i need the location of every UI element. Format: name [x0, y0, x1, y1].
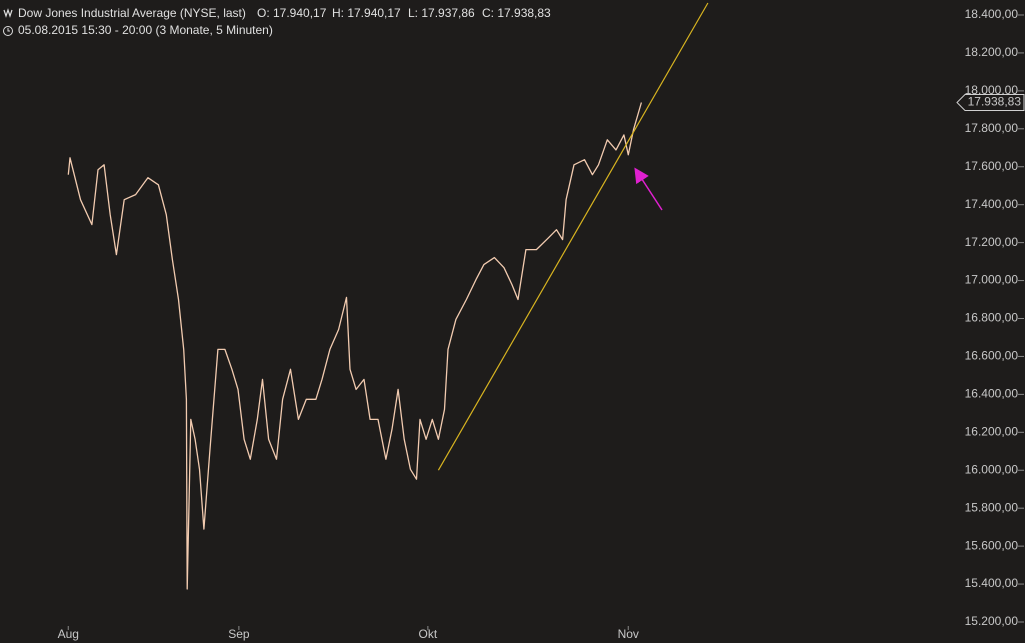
y-tick-label: 15.400,00 — [965, 576, 1019, 590]
annotation-arrow — [634, 167, 663, 211]
y-tick-label: 16.600,00 — [965, 349, 1019, 363]
title: Dow Jones Industrial Average (NYSE, last… — [18, 6, 246, 20]
y-tick-label: 15.800,00 — [965, 500, 1019, 514]
high: H: 17.940,17 — [332, 6, 401, 20]
x-tick-label: Sep — [228, 627, 250, 641]
y-tick-label: 16.000,00 — [965, 462, 1019, 476]
y-tick-label: 16.200,00 — [965, 424, 1019, 438]
y-tick-label: 18.000,00 — [965, 83, 1019, 97]
clock-icon — [3, 26, 13, 36]
open: O: 17.940,17 — [257, 6, 327, 20]
y-tick-label: 17.400,00 — [965, 197, 1019, 211]
x-tick-label: Aug — [58, 627, 79, 641]
y-tick-label: 16.400,00 — [965, 387, 1019, 401]
y-tick-label: 17.800,00 — [965, 121, 1019, 135]
y-tick-label: 17.200,00 — [965, 235, 1019, 249]
last-price-label: 17.938,83 — [968, 95, 1022, 109]
low: L: 17.937,86 — [408, 6, 475, 20]
y-tick-label: 18.200,00 — [965, 45, 1019, 59]
y-tick-label: 17.000,00 — [965, 273, 1019, 287]
y-tick-label: 15.600,00 — [965, 538, 1019, 552]
x-tick-label: Nov — [618, 627, 639, 641]
price-line — [67, 102, 643, 590]
last-price-tag — [956, 93, 1025, 111]
chart-icon — [3, 8, 13, 18]
header: Dow Jones Industrial Average (NYSE, last… — [3, 6, 551, 37]
y-tick-label: 16.800,00 — [965, 311, 1019, 325]
close: C: 17.938,83 — [482, 6, 551, 20]
clock-hand — [7, 28, 10, 32]
y-tick-label: 15.200,00 — [965, 614, 1019, 628]
period: 05.08.2015 15:30 - 20:00 (3 Monate, 5 Mi… — [18, 23, 273, 37]
x-tick-label: Okt — [419, 627, 438, 641]
y-tick-label: 18.400,00 — [965, 7, 1019, 21]
trendline — [437, 2, 709, 471]
y-tick-label: 17.600,00 — [965, 159, 1019, 173]
plot-area — [67, 2, 709, 590]
